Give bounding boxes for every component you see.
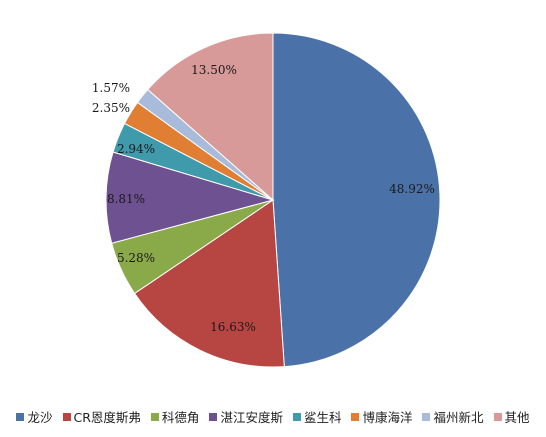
legend-swatch bbox=[16, 412, 25, 421]
legend-item-2: CR恩度斯弗 bbox=[62, 407, 141, 426]
legend-swatch bbox=[493, 412, 502, 421]
legend-item-7: 福州新北 bbox=[422, 407, 484, 426]
legend: 龙沙 CR恩度斯弗 科德角 湛江安度斯 鲨生科 博康海洋 福州新北 其他 bbox=[0, 407, 546, 426]
data-label-8: 13.50% bbox=[191, 63, 237, 77]
legend-label: 鲨生科 bbox=[303, 410, 342, 425]
legend-item-6: 博康海洋 bbox=[351, 407, 412, 426]
legend-label: CR恩度斯弗 bbox=[73, 410, 141, 425]
legend-item-4: 湛江安度斯 bbox=[209, 407, 283, 426]
legend-swatch bbox=[351, 412, 360, 421]
pie-chart: 48.92% 16.63% 5.28% 8.81% 2.94% 2.35% 1.57% 13.… bbox=[92, 32, 441, 368]
pie-slice-2 bbox=[133, 199, 285, 368]
legend-swatch bbox=[209, 412, 218, 421]
data-label-6: 2.35% bbox=[92, 101, 130, 115]
legend-item-1: 龙沙 bbox=[16, 407, 53, 426]
legend-label: 福州新北 bbox=[433, 410, 484, 425]
legend-label: 科德角 bbox=[161, 410, 200, 425]
pie-slice-1 bbox=[272, 32, 441, 368]
legend-item-8: 其他 bbox=[493, 407, 530, 426]
legend-label: 龙沙 bbox=[27, 410, 53, 425]
legend-swatch bbox=[150, 412, 159, 421]
data-label-7: 1.57% bbox=[92, 81, 130, 95]
legend-swatch bbox=[292, 412, 301, 421]
pie-slice-8 bbox=[147, 32, 274, 202]
data-label-2: 16.63% bbox=[210, 320, 256, 334]
legend-label: 其他 bbox=[504, 410, 530, 425]
data-label-3: 5.28% bbox=[117, 251, 155, 265]
legend-label: 博康海洋 bbox=[362, 410, 413, 425]
data-label-1: 48.92% bbox=[389, 182, 435, 196]
legend-item-3: 科德角 bbox=[150, 407, 200, 426]
legend-item-5: 鲨生科 bbox=[292, 407, 342, 426]
legend-label: 湛江安度斯 bbox=[220, 410, 283, 425]
pie-slice-4 bbox=[105, 151, 275, 244]
legend-swatch bbox=[422, 412, 431, 421]
data-label-5: 2.94% bbox=[117, 142, 155, 156]
legend-swatch bbox=[62, 412, 71, 421]
data-label-4: 8.81% bbox=[107, 192, 145, 206]
